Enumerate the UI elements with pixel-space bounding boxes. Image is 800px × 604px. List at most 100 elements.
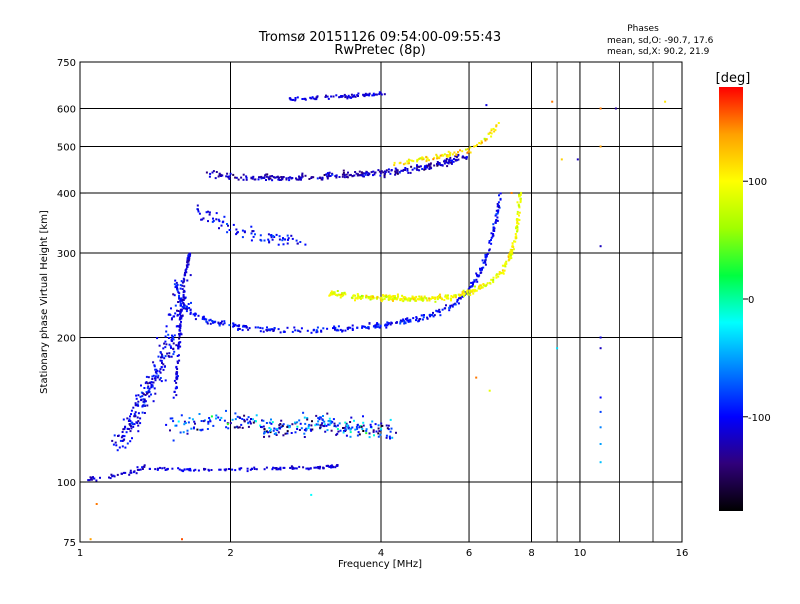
echo-point bbox=[378, 93, 381, 96]
echo-point bbox=[448, 153, 451, 155]
echo-point bbox=[253, 466, 256, 469]
echo-point bbox=[452, 160, 455, 163]
echo-point bbox=[165, 343, 168, 346]
echo-point bbox=[137, 412, 140, 415]
echo-point bbox=[180, 333, 183, 336]
echo-point bbox=[189, 469, 192, 472]
echo-point bbox=[201, 428, 204, 431]
echo-point bbox=[293, 326, 296, 329]
echo-point bbox=[397, 295, 399, 298]
echo-point bbox=[232, 173, 235, 176]
echo-point bbox=[357, 295, 360, 297]
echo-point bbox=[319, 424, 322, 427]
echo-point bbox=[209, 420, 212, 423]
echo-point bbox=[274, 467, 277, 470]
echo-point bbox=[450, 299, 452, 302]
echo-point bbox=[207, 210, 209, 213]
echo-point bbox=[125, 431, 128, 434]
echo-point bbox=[143, 404, 146, 407]
echo-point bbox=[395, 298, 398, 301]
echo-point bbox=[452, 303, 455, 306]
echo-point bbox=[206, 322, 209, 325]
echo-point bbox=[327, 97, 330, 100]
echo-point bbox=[507, 256, 510, 258]
echo-point bbox=[360, 425, 363, 428]
echo-point bbox=[183, 289, 186, 292]
echo-point bbox=[461, 156, 464, 159]
echo-point bbox=[428, 299, 431, 302]
echo-point bbox=[145, 375, 148, 378]
echo-point bbox=[509, 251, 512, 254]
echo-point bbox=[304, 97, 307, 100]
echo-point bbox=[177, 301, 180, 303]
echo-point bbox=[518, 211, 521, 214]
echo-point bbox=[176, 309, 178, 312]
echo-point bbox=[368, 322, 371, 325]
echo-point bbox=[160, 380, 163, 383]
echo-point bbox=[283, 238, 286, 241]
echo-point bbox=[454, 296, 457, 299]
echo-point bbox=[443, 153, 446, 156]
echo-point bbox=[121, 435, 124, 438]
echo-point bbox=[319, 416, 322, 419]
echo-point bbox=[310, 331, 313, 334]
echo-point bbox=[495, 273, 498, 276]
echo-point bbox=[158, 378, 161, 381]
echo-point bbox=[338, 96, 341, 99]
echo-point bbox=[333, 422, 336, 425]
echo-point bbox=[153, 387, 156, 390]
echo-point bbox=[383, 297, 386, 300]
echo-point bbox=[510, 192, 513, 194]
echo-point bbox=[183, 420, 186, 423]
echo-point bbox=[519, 198, 522, 200]
echo-point bbox=[202, 217, 205, 220]
echo-point bbox=[172, 353, 175, 356]
echo-point bbox=[228, 468, 230, 470]
echo-point bbox=[253, 178, 256, 181]
echo-point bbox=[191, 418, 194, 421]
echo-point bbox=[180, 469, 183, 472]
echo-point bbox=[399, 320, 402, 323]
echo-point bbox=[260, 177, 263, 180]
echo-point bbox=[249, 468, 252, 471]
echo-point bbox=[488, 248, 491, 251]
echo-point bbox=[176, 371, 179, 374]
echo-point bbox=[177, 347, 180, 350]
echo-point bbox=[335, 433, 338, 436]
echo-point bbox=[433, 314, 436, 317]
echo-point bbox=[176, 313, 179, 316]
echo-point bbox=[614, 107, 617, 110]
echo-point bbox=[277, 243, 280, 246]
echo-point bbox=[461, 290, 464, 293]
echo-point bbox=[318, 418, 321, 421]
echo-point bbox=[166, 468, 168, 471]
echo-point bbox=[259, 326, 262, 329]
echo-point bbox=[390, 295, 392, 298]
echo-point bbox=[309, 96, 312, 99]
echo-point bbox=[421, 299, 424, 302]
echo-point bbox=[352, 294, 355, 297]
echo-point bbox=[90, 478, 92, 481]
echo-point bbox=[484, 260, 487, 263]
echo-point bbox=[383, 170, 386, 173]
echo-point bbox=[394, 173, 397, 176]
echo-point bbox=[237, 328, 239, 331]
echo-point bbox=[175, 365, 178, 368]
echo-point bbox=[252, 421, 255, 424]
echo-point bbox=[181, 288, 184, 291]
echo-point bbox=[421, 168, 424, 170]
echo-point bbox=[374, 171, 377, 174]
echo-point bbox=[145, 391, 148, 394]
echo-point bbox=[127, 428, 130, 430]
echo-point bbox=[111, 475, 114, 478]
echo-point bbox=[160, 353, 163, 356]
echo-point bbox=[215, 218, 218, 221]
echo-point bbox=[251, 177, 254, 180]
echo-point bbox=[402, 163, 405, 166]
echo-point bbox=[517, 222, 520, 225]
echo-point bbox=[409, 320, 412, 323]
echo-point bbox=[252, 235, 255, 238]
echo-point bbox=[414, 299, 417, 302]
x-tick-label: 6 bbox=[466, 548, 472, 559]
echo-point bbox=[173, 379, 176, 382]
